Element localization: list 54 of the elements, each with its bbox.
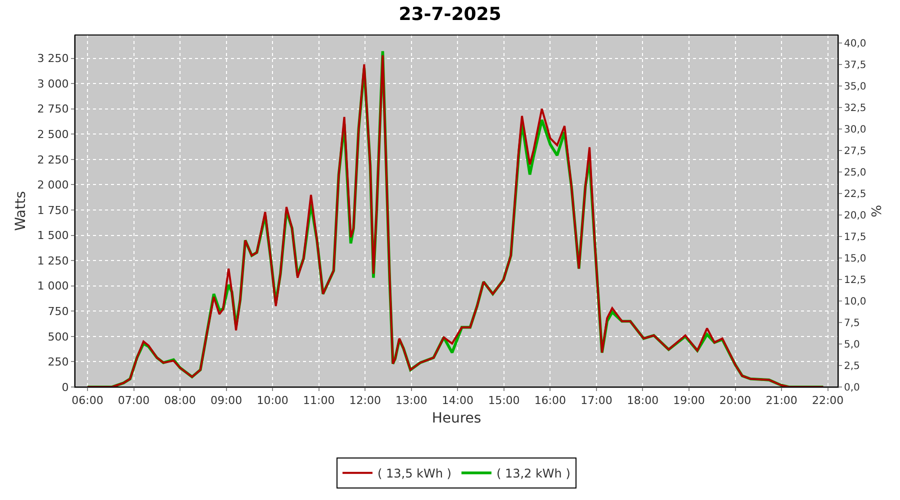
y2-tick-label: 27,5: [844, 146, 866, 157]
y2-tick-label: 40,0: [844, 38, 866, 50]
x-tick-label: 10:00: [256, 394, 288, 408]
x-tick-label: 15:00: [488, 394, 520, 408]
x-tick-label: 14:00: [442, 394, 474, 408]
x-tick-label: 22:00: [812, 394, 844, 408]
x-tick-label: 16:00: [534, 394, 566, 408]
chart-title: 23-7-2025: [398, 4, 502, 26]
x-tick-label: 20:00: [719, 394, 752, 408]
y-tick-label: 1 250: [37, 254, 69, 268]
y2-tick-label: 37,5: [844, 60, 866, 71]
x-tick-label: 17:00: [580, 394, 612, 408]
x-tick-label: 13:00: [396, 394, 428, 408]
y-tick-label: 2 250: [37, 153, 69, 166]
y-tick-label: 3 000: [37, 77, 69, 90]
y-tick-label: 1 500: [37, 229, 69, 242]
y2-tick-label: 15,0: [844, 253, 866, 264]
x-tick-label: 21:00: [766, 394, 798, 408]
y2-tick-label: 22,5: [844, 188, 866, 200]
y-tick-label: 2 500: [37, 128, 69, 141]
y-tick-label: 2 000: [37, 178, 69, 192]
y-tick-label: 2 750: [37, 102, 69, 116]
y-tick-label: 250: [48, 356, 69, 369]
y-tick-label: 750: [48, 304, 69, 318]
x-tick-label: 07:00: [118, 394, 150, 408]
y2-tick-label: 5,0: [844, 339, 860, 350]
x-tick-label: 12:00: [349, 394, 381, 408]
y2-tick-label: 32,5: [844, 102, 866, 114]
y-axis-title: Watts: [12, 191, 29, 231]
legend-label: ( 13,5 kWh ): [378, 466, 452, 481]
y-tick-label: 1 000: [37, 280, 69, 293]
y-tick-label: 1 750: [37, 204, 69, 217]
x-tick-label: 06:00: [72, 394, 104, 408]
x-axis-title: Heures: [432, 410, 482, 426]
legend-label: ( 13,2 kWh ): [496, 466, 570, 481]
x-tick-label: 19:00: [673, 394, 705, 408]
y2-tick-label: 25,0: [844, 167, 866, 178]
y2-tick-label: 7,5: [844, 318, 860, 329]
x-tick-label: 09:00: [210, 394, 242, 408]
y2-tick-label: 17,5: [844, 232, 866, 243]
y-tick-label: 0: [62, 380, 69, 394]
y2-tick-label: 0,0: [844, 382, 860, 394]
x-tick-label: 18:00: [626, 394, 659, 408]
y2-tick-label: 12,5: [844, 274, 866, 286]
y2-tick-label: 30,0: [844, 124, 866, 136]
x-tick-label: 08:00: [164, 394, 196, 408]
y2-tick-label: 35,0: [844, 81, 866, 92]
y2-tick-label: 20,0: [844, 210, 866, 222]
y-tick-label: 500: [48, 330, 69, 344]
y2-tick-label: 2,5: [844, 360, 860, 372]
x-tick-label: 11:00: [303, 394, 335, 408]
y2-axis-title: %: [870, 204, 885, 218]
y2-tick-label: 10,0: [844, 296, 866, 308]
y-tick-label: 3 250: [37, 52, 69, 66]
